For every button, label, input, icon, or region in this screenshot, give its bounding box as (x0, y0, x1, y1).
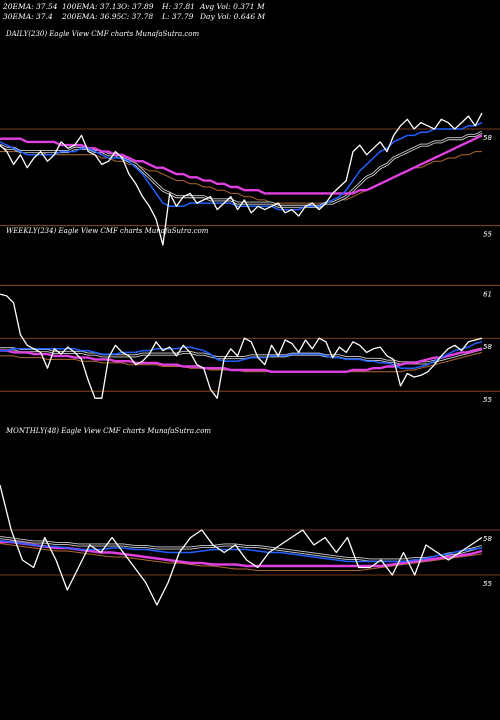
avg-volume-readout: Avg Vol: 0.371 M (200, 2, 265, 11)
high-readout: H: 37.81 (162, 2, 195, 11)
y-tick-label: 58 (483, 343, 492, 351)
price-line (0, 293, 483, 399)
y-tick-label: 55 (483, 396, 492, 404)
ema200-line (0, 134, 483, 195)
ema30-readout: 30EMA: 37.4 (3, 12, 53, 21)
ema200-readout: 200EMA: 36.95 (62, 12, 122, 21)
ema20-readout: 20EMA: 37.54 (3, 2, 58, 11)
weekly-chart: 61 58 55 (0, 284, 500, 404)
y-tick-label: 55 (483, 231, 492, 239)
daily-panel-title: DAILY(230) Eagle View CMF charts MunafaS… (6, 30, 200, 38)
close-readout: C: 37.78 (121, 12, 154, 21)
day-volume-readout: Day Vol: 0.646 M (200, 12, 266, 21)
ema100-readout: 100EMA: 37.13 (62, 2, 122, 11)
y-tick-label: 58 (483, 535, 492, 543)
y-tick-label: 55 (483, 580, 492, 588)
ema20-line (0, 539, 483, 563)
ema20-line (0, 341, 483, 369)
ema100-line (0, 151, 482, 204)
y-tick-label: 58 (483, 134, 492, 142)
monthly-panel-title: MONTHLY(48) Eagle View CMF charts Munafa… (6, 427, 212, 435)
ema100-line (0, 543, 483, 571)
ema30-line-inner (0, 348, 483, 364)
ema30-line-inner (0, 536, 483, 561)
y-tick-label: 61 (483, 290, 492, 298)
low-readout: L: 37.79 (162, 12, 194, 21)
price-line (0, 112, 483, 246)
monthly-chart: 58 55 (0, 484, 500, 606)
price-line (0, 484, 483, 606)
open-readout: O: 37.89 (121, 2, 154, 11)
weekly-panel-title: WEEKLY(234) Eagle View CMF charts Munafa… (6, 227, 209, 235)
ema20-line (0, 121, 483, 211)
daily-chart: 58 55 (0, 112, 500, 246)
